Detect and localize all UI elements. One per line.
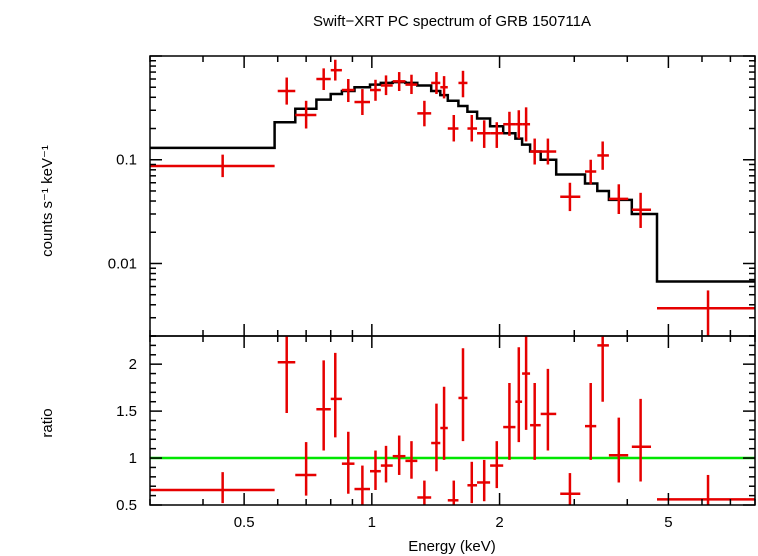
spectrum-point: [341, 79, 355, 103]
spectrum-point: [530, 138, 541, 165]
ratio-point: [440, 386, 448, 460]
spectrum-point: [656, 290, 755, 336]
spectrum-point: [458, 70, 468, 98]
spectrum-point: [597, 141, 609, 170]
ratio-point: [369, 450, 381, 490]
ratio-point: [656, 474, 755, 505]
ratio-point: [540, 368, 557, 451]
ratio-y-tick-label: 0.5: [116, 497, 137, 514]
ratio-point: [295, 442, 317, 496]
ratio-y-tick-label: 1: [129, 450, 137, 467]
spectrum-panel: 0.1 0.01: [108, 55, 756, 337]
spectrum-point: [585, 159, 597, 185]
spectrum-point: [417, 100, 432, 127]
ratio-point: [447, 480, 459, 505]
spectrum-point: [515, 110, 523, 139]
spectrum-point: [354, 89, 370, 115]
ratio-point: [631, 398, 652, 482]
spectrum-point: [467, 114, 478, 142]
spectrum-point: [540, 138, 557, 165]
spectrum-point: [440, 76, 448, 99]
x-tick-label: 2: [495, 514, 503, 531]
ratio-point: [467, 461, 478, 504]
spectrum-point: [330, 59, 342, 81]
x-tick-label: 5: [664, 514, 672, 531]
ratio-point: [477, 459, 491, 502]
spectrum-point: [316, 68, 331, 91]
ratio-point: [380, 445, 393, 483]
ratio-point: [316, 360, 331, 451]
ratio-point: [354, 465, 370, 505]
spectrum-point: [447, 114, 459, 142]
chart-title: Swift−XRT PC spectrum of GRB 150711A: [313, 13, 591, 30]
ratio-point: [405, 441, 418, 479]
ratio-point: [392, 435, 406, 475]
spectrum-point: [490, 122, 504, 148]
spectrum-point: [150, 154, 275, 178]
spectrum-point: [380, 75, 393, 96]
ratio-y-tick-label: 2: [129, 356, 137, 373]
spectrum-point: [431, 72, 441, 95]
ratio-frame: [149, 335, 756, 506]
ratio-point: [560, 473, 581, 505]
model-curve: [150, 80, 755, 283]
ratio-point: [597, 336, 609, 402]
spectrum-point: [477, 120, 491, 148]
x-tick-label: 1: [368, 514, 376, 531]
spectrum-point: [369, 79, 381, 101]
ratio-point: [277, 336, 296, 413]
ratio-point: [530, 382, 541, 460]
ratio-point: [608, 417, 629, 483]
spectrum-point: [631, 192, 652, 228]
spectrum-point: [277, 77, 296, 105]
top-panel-y-axis-label: counts s⁻¹ keV⁻¹: [39, 145, 56, 257]
ratio-point: [150, 472, 275, 504]
spectrum-point: [608, 184, 629, 214]
ratio-point: [417, 480, 432, 505]
ratio-panel: 0.5 1 1.5 2 0.5 1 2 5: [116, 335, 756, 531]
bottom-panel-y-axis-label: ratio: [39, 408, 56, 437]
spectrum-point: [522, 107, 531, 142]
spectrum-y-tick-label: 0.1: [116, 152, 137, 169]
x-axis-label: Energy (keV): [408, 538, 496, 555]
ratio-point: [490, 441, 504, 489]
spectrum-point: [295, 100, 317, 129]
ratio-point: [503, 382, 516, 460]
spectrum-y-tick-label: 0.01: [108, 255, 137, 272]
spectrum-point: [560, 182, 581, 212]
spectrum-point: [392, 72, 406, 91]
spectrum-point: [405, 74, 418, 95]
ratio-point: [515, 347, 523, 443]
ratio-point: [330, 352, 342, 438]
ratio-point: [522, 336, 531, 430]
ratio-point: [585, 382, 597, 460]
ratio-point: [431, 403, 441, 472]
ratio-point: [341, 431, 355, 494]
ratio-y-tick-label: 1.5: [116, 403, 137, 420]
spectrum-frame: [149, 55, 756, 337]
ratio-point: [458, 348, 468, 442]
spectrum-point: [503, 111, 516, 136]
x-tick-label: 0.5: [234, 514, 255, 531]
